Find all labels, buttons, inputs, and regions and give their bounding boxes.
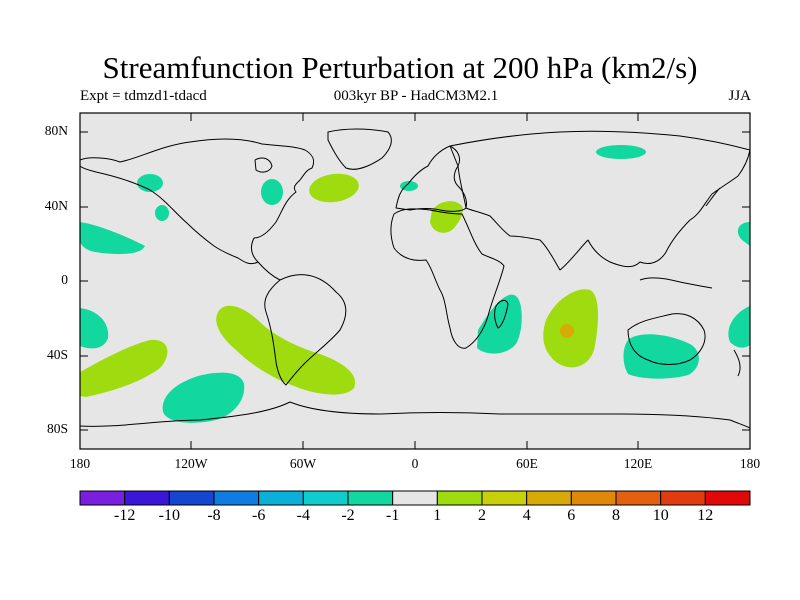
colorbar-swatch [213, 490, 260, 506]
pos-region-mediterranean [430, 201, 463, 233]
colorbar-label: -10 [158, 507, 180, 524]
neg-region-southeast-pacific [162, 372, 245, 423]
colorbar-swatch [392, 490, 438, 506]
colorbar-label: 2 [478, 507, 486, 524]
colorbar-label: -6 [252, 507, 266, 524]
coast-indonesia [639, 277, 713, 289]
lon-tick-marks [190, 113, 639, 449]
pos-region-south-america-band [216, 305, 356, 395]
lon-label-60e: 60E [516, 456, 538, 471]
coast-asia [449, 130, 750, 271]
coastlines [80, 128, 750, 429]
coast-japan [705, 187, 721, 207]
coast-north-america [80, 138, 315, 265]
colorbar-swatch [168, 490, 215, 506]
neg-region-europe [400, 181, 418, 191]
lat-label-40n: 40N [44, 198, 68, 213]
colorbar-label: -12 [114, 507, 136, 524]
plot-title: Streamfunction Perturbation at 200 hPa (… [102, 50, 698, 85]
colorbar-label: -1 [386, 507, 400, 524]
lon-label-0: 0 [411, 456, 419, 471]
colorbar-swatch [570, 490, 617, 506]
lon-label-120w: 120W [174, 456, 208, 471]
colorbar-label: 12 [697, 507, 714, 524]
lon-label-120e: 120E [623, 456, 653, 471]
coast-new-zealand [733, 349, 741, 377]
coast-australia [627, 313, 706, 365]
coast-south-america [264, 274, 347, 386]
lon-label-180e: 180 [739, 456, 761, 471]
lat-label-80s: 80S [46, 421, 68, 436]
colorbar-swatch [526, 490, 572, 506]
pos-region-indian-ocean-core [560, 324, 574, 338]
neg-region-north-america [261, 179, 283, 205]
colorbar-label: 1 [433, 507, 442, 524]
colorbar-swatch [258, 490, 304, 506]
colorbar-label: -2 [341, 507, 355, 524]
colorbar-swatch [704, 490, 751, 506]
lat-tick-marks [80, 131, 750, 431]
coast-greenland [327, 128, 392, 170]
period-model-label: 003kyr BP - HadCM3M2.1 [333, 88, 499, 104]
season-label: JJA [728, 88, 751, 104]
colorbar-label: 6 [567, 507, 576, 524]
colorbar-label: 10 [652, 507, 669, 524]
colorbar-swatch [615, 490, 662, 506]
colorbar-label: -4 [296, 507, 310, 524]
neg-region-south-pacific-west [80, 308, 109, 349]
colorbar [79, 490, 751, 506]
pos-region-south-pacific-west [80, 339, 168, 397]
coast-africa [390, 208, 505, 349]
colorbar-label: -8 [207, 507, 221, 524]
lat-label-0: 0 [61, 272, 68, 287]
lat-label-40s: 40S [46, 347, 68, 362]
coast-hudson-bay [254, 157, 273, 173]
colorbar-label: 8 [612, 507, 620, 524]
neg-region-arctic [596, 145, 646, 159]
colorbar-swatch [79, 490, 126, 506]
contour-fills [80, 145, 750, 423]
coast-madagascar [494, 299, 509, 329]
neg-region-west-pacific-rim [737, 222, 750, 246]
neg-region-south-pacific-east [728, 306, 750, 348]
colorbar-swatch [436, 490, 483, 506]
neg-region-west-pacific-east [80, 222, 145, 255]
lon-label-180w: 180 [69, 456, 91, 471]
neg-region-madagascar [477, 294, 522, 354]
lat-label-80n: 80N [44, 123, 68, 138]
colorbar-label: 4 [522, 507, 531, 524]
neg-region-australia [623, 334, 699, 379]
coast-antarctica [80, 401, 750, 429]
colorbar-swatch [660, 490, 706, 506]
experiment-label: Expt = tdmzd1-tdacd [80, 88, 207, 104]
colorbar-swatch [302, 490, 349, 506]
colorbar-swatch [481, 490, 528, 506]
lon-label-60w: 60W [289, 456, 317, 471]
pos-region-north-atlantic [309, 173, 359, 203]
colorbar-swatch [347, 490, 394, 506]
colorbar-swatch [124, 490, 170, 506]
neg-region-pacific-small [155, 205, 169, 221]
coast-central-america [257, 261, 281, 281]
neg-region-north-pacific [137, 174, 163, 192]
